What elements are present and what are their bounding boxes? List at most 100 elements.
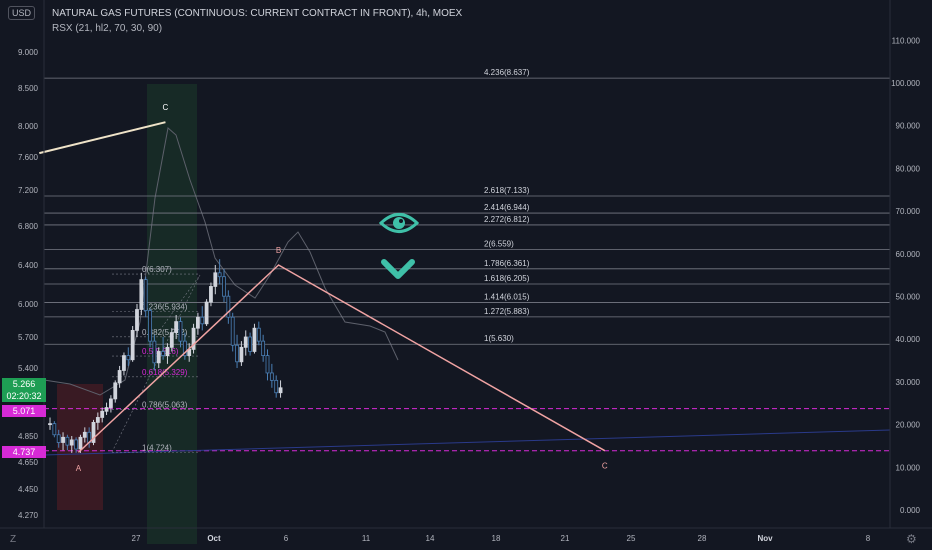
currency-badge[interactable]: USD: [8, 6, 36, 20]
x-tick-label: 11: [362, 534, 371, 543]
right-tick-label: 20.000: [896, 421, 921, 430]
wave-label-c: C: [163, 103, 169, 112]
fib-label-4: 2(6.559): [484, 239, 514, 248]
wave-label-c: C: [602, 461, 608, 470]
x-tick-label: 18: [492, 534, 501, 543]
z-button[interactable]: Z: [10, 534, 17, 545]
fib-label-6: 1.618(6.205): [484, 274, 530, 283]
candle-body: [143, 279, 148, 312]
candle-body: [265, 355, 270, 374]
wave-line: [77, 264, 606, 453]
candle-body: [130, 329, 135, 361]
fib-label-1: 2.618(7.133): [484, 186, 530, 195]
candle-body: [182, 340, 187, 356]
candle-body: [91, 421, 96, 443]
candle-body: [222, 276, 226, 297]
x-tick-label: 27: [132, 534, 141, 543]
candle-body: [152, 340, 157, 364]
candle-body: [235, 344, 239, 363]
candle-body: [200, 316, 205, 325]
fib-label-0: 4.236(8.637): [484, 68, 530, 77]
right-tick-label: 50.000: [896, 293, 921, 302]
candle-body: [135, 309, 139, 331]
upper-trend-line: [39, 121, 166, 155]
x-tick-label: Oct: [207, 534, 221, 543]
right-tick-label: 40.000: [896, 335, 921, 344]
fib-label-7: 1.414(6.015): [484, 293, 530, 302]
candle-body: [122, 355, 126, 371]
right-tick-label: 90.000: [896, 122, 921, 131]
candle-body: [165, 346, 170, 357]
left-tick-label: 4.650: [18, 458, 39, 467]
candle-body: [178, 321, 183, 342]
x-tick-label: 14: [426, 534, 435, 543]
x-tick-label: 28: [698, 534, 707, 543]
wave-label-a: A: [76, 464, 82, 473]
candle-body: [139, 279, 144, 310]
left-tick-label: 7.200: [18, 186, 39, 195]
gear-icon[interactable]: ⚙: [906, 532, 917, 546]
level-tag-lower: 4.737: [2, 446, 46, 458]
x-tick-label: Nov: [757, 534, 773, 543]
x-tick-label: 21: [561, 534, 570, 543]
x-tick-label: 6: [284, 534, 289, 543]
indicator-legend[interactable]: RSX (21, hl2, 70, 30, 90): [52, 23, 163, 34]
candle-body: [78, 436, 83, 450]
candle-body: [239, 346, 244, 363]
candle-body: [191, 327, 196, 350]
left-tick-label: 8.000: [18, 122, 39, 131]
candle-body: [65, 436, 70, 446]
ret-label-2: 0.382(5.702): [142, 328, 188, 337]
candle-body: [156, 351, 161, 364]
candle-body: [226, 295, 231, 318]
candle-body: [95, 417, 100, 423]
chart-title: NATURAL GAS FUTURES (CONTINUOUS: CURRENT…: [52, 8, 463, 19]
candle-body: [109, 398, 113, 408]
ret-label-6: 1(4.724): [142, 443, 172, 452]
left-tick-label: 5.400: [18, 364, 39, 373]
bar-countdown: 02:20:32: [6, 391, 42, 401]
candle-body: [209, 286, 213, 303]
right-tick-label: 70.000: [896, 207, 921, 216]
candle-body: [243, 336, 248, 348]
candle-body: [274, 379, 279, 394]
wave-label-b: B: [276, 246, 281, 255]
candle-body: [161, 351, 166, 357]
right-tick-label: 60.000: [896, 250, 921, 259]
candle-body: [56, 434, 61, 443]
eye-icon: [378, 208, 420, 238]
candle-body: [126, 355, 131, 361]
candle-body: [195, 316, 200, 329]
x-tick-label: 25: [627, 534, 636, 543]
ret-label-0: 0(6.307): [142, 265, 172, 274]
candle-body: [61, 436, 65, 443]
fib-label-9: 1(5.630): [484, 334, 514, 343]
level-tag-upper: 5.071: [2, 405, 46, 417]
candle-body: [48, 423, 52, 426]
right-tick-label: 110.000: [892, 36, 921, 45]
trend-line-blue: [43, 429, 891, 456]
candle-body: [217, 272, 222, 278]
left-tick-label: 4.850: [18, 432, 39, 441]
left-tick-label: 9.000: [18, 48, 39, 57]
chevron-down-icon: [381, 258, 415, 282]
left-tick-label: 7.600: [18, 153, 39, 162]
last-price-tag: 5.266 02:20:32: [2, 378, 46, 402]
candle-body: [52, 423, 57, 436]
candle-body: [269, 372, 274, 381]
left-tick-label: 4.270: [18, 511, 39, 520]
candle-body: [204, 301, 209, 325]
candle-body: [248, 336, 253, 352]
right-tick-label: 10.000: [896, 463, 921, 472]
ret-label-5: 0.786(5.063): [142, 401, 188, 410]
left-tick-label: 6.400: [18, 261, 39, 270]
left-tick-label: 4.450: [18, 485, 39, 494]
left-tick-label: 8.500: [18, 84, 39, 93]
candle-body: [252, 327, 257, 352]
rsx-line: [43, 127, 399, 396]
right-tick-label: 80.000: [896, 164, 921, 173]
candle-body: [74, 439, 78, 450]
right-tick-label: 0.000: [900, 506, 921, 515]
candle-body: [174, 321, 179, 334]
